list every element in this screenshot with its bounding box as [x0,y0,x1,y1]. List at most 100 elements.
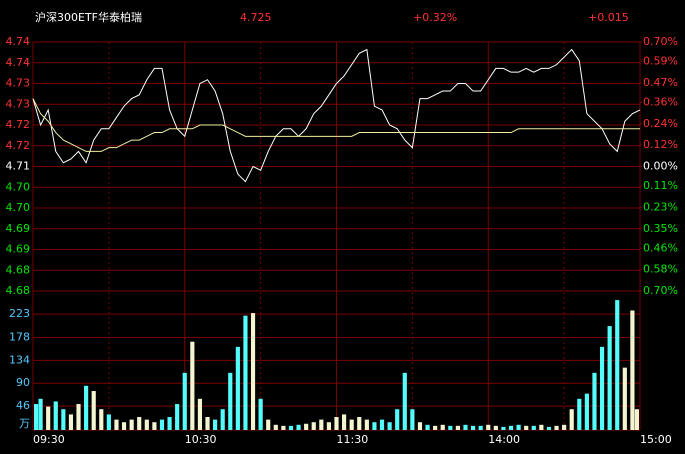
volume-bar [433,425,438,430]
volume-bar [319,419,324,430]
x-tick-label: 11:30 [337,433,369,446]
percent-tick-label: 0.46% [643,241,678,254]
percent-tick-label: 0.70% [643,284,678,297]
x-tick-label: 15:00 [640,433,672,446]
volume-bar [84,385,89,430]
volume-unit: 万 [19,417,30,430]
volume-bar [584,393,589,430]
volume-bar [395,409,400,430]
volume-bar [159,419,165,430]
volume-bar [281,425,286,430]
volume-bar [486,424,491,430]
last-price: 4.725 [240,11,272,24]
volume-bar [228,372,233,430]
volume-bar [205,417,210,430]
change-percent: +0.32% [413,11,457,24]
volume-bar [524,425,529,430]
volume-bar [182,372,187,430]
percent-tick-label: 0.11% [643,179,678,192]
volume-bar [349,419,354,430]
volume-tick-label: 46 [16,399,30,412]
security-name: 沪深300ETF华泰柏瑞 [35,10,142,24]
volume-bar [455,425,460,430]
volume-bar [470,425,476,430]
percent-tick-label: 0.35% [643,222,678,235]
volume-bar [577,398,582,430]
volume-bar [342,414,347,430]
price-tick-label: 4.70 [6,201,31,214]
volume-bar [220,409,225,430]
volume-bar [53,401,58,430]
x-tick-label: 14:00 [488,433,520,446]
volume-bar [76,404,81,430]
percent-tick-label: 0.58% [643,263,678,276]
volume-bar [175,404,180,430]
x-tick-label: 10:30 [185,433,217,446]
price-tick-label: 4.68 [6,284,31,297]
percent-tick-label: 0.70% [643,35,678,48]
volume-bar [334,417,339,430]
volume-bar [463,424,468,430]
volume-bar [266,419,271,430]
volume-bar [304,423,309,430]
volume-bar [144,419,149,430]
volume-bar [258,398,263,430]
volume-bar [516,424,521,430]
volume-bar [387,422,392,430]
volume-bar [569,409,574,430]
volume-bar [34,404,39,430]
volume-bar [410,409,415,430]
volume-bar [364,419,369,430]
volume-bar [592,372,597,430]
volume-bar [106,414,111,430]
volume-bar [326,422,331,430]
volume-bar [402,372,407,430]
price-tick-label: 4.70 [6,180,31,193]
price-line [32,98,640,152]
volume-bar [99,409,104,430]
volume-bar [425,424,430,430]
volume-tick-label: 178 [9,331,30,344]
volume-bar [372,422,377,430]
price-tick-label: 4.69 [6,222,31,235]
price-tick-label: 4.69 [6,243,31,256]
volume-bar [235,346,240,430]
price-tick-label: 4.73 [6,77,31,90]
percent-tick-label: 0.59% [643,55,678,68]
volume-bar [448,425,453,430]
volume-bar [167,417,172,430]
volume-bar [615,300,620,430]
volume-bar [243,315,248,430]
percent-tick-label: 0.36% [643,95,678,108]
x-tick-label: 09:30 [33,433,65,446]
percent-tick-label: 0.23% [643,200,678,213]
volume-bar [546,426,552,430]
price-tick-label: 4.72 [6,118,31,131]
volume-bar [562,424,567,430]
volume-bar [508,425,514,430]
volume-bar [607,326,612,430]
volume-bar [68,414,74,430]
volume-bar [440,424,445,430]
volume-bar [250,313,256,430]
volume-bar [501,426,506,430]
volume-bar [634,409,639,430]
percent-tick-label: 0.00% [643,160,678,173]
volume-tick-label: 134 [9,353,30,366]
volume-bar [288,425,294,430]
price-tick-label: 4.68 [6,263,31,276]
percent-tick-label: 0.12% [643,138,678,151]
price-tick-label: 4.71 [6,160,31,173]
volume-bar [493,425,498,430]
volume-bar [129,419,134,430]
volume-bar [379,419,385,430]
volume-bar [213,419,218,430]
volume-bar [273,424,278,430]
volume-bar [554,425,559,430]
volume-bar [46,406,51,430]
price-tick-label: 4.74 [6,35,31,48]
volume-bar [61,409,66,430]
volume-bar [114,419,119,430]
price-tick-label: 4.73 [6,97,31,110]
